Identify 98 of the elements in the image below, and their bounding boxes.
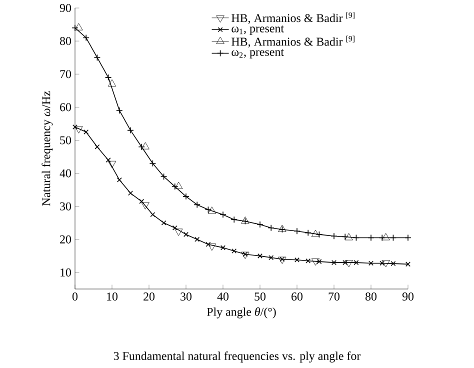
y-tick-label: 70 xyxy=(60,70,72,78)
point xyxy=(342,233,348,240)
y-tick-label: 60 xyxy=(60,103,72,112)
y-tick-label: 30 xyxy=(60,202,72,210)
point xyxy=(268,255,274,260)
point xyxy=(330,232,338,240)
legend-label: ω$_{2}$, present xyxy=(232,49,284,58)
point xyxy=(127,126,134,134)
point xyxy=(72,24,78,32)
x-tick-label: 60 xyxy=(292,292,303,301)
point xyxy=(316,231,323,238)
point xyxy=(342,260,348,266)
point xyxy=(268,224,274,232)
point xyxy=(294,257,300,262)
point xyxy=(161,220,166,226)
legend-label: ω$_{1}$, present xyxy=(232,26,284,35)
point xyxy=(230,216,238,223)
point xyxy=(116,177,122,182)
point xyxy=(232,248,237,254)
point xyxy=(368,234,374,242)
point xyxy=(294,228,300,235)
y-tick-label: 50 xyxy=(60,136,72,144)
point xyxy=(172,183,178,190)
point xyxy=(160,173,168,180)
point xyxy=(74,23,83,30)
point xyxy=(390,234,397,242)
point xyxy=(128,190,134,196)
point xyxy=(208,244,216,251)
point xyxy=(182,193,190,200)
point xyxy=(194,201,200,208)
point xyxy=(382,233,390,240)
point xyxy=(74,126,83,134)
point xyxy=(174,228,183,236)
point xyxy=(141,202,150,210)
y-tick-label: 20 xyxy=(60,235,72,244)
point xyxy=(172,225,178,230)
point xyxy=(344,260,353,268)
point xyxy=(84,129,89,134)
point xyxy=(208,206,216,214)
text: 3 Fundamental natural frequencies vs. ply angle for xyxy=(114,351,361,362)
x-axis-title: Ply angle θ/(°) xyxy=(206,307,276,318)
point xyxy=(220,245,226,250)
point xyxy=(108,79,116,86)
point xyxy=(404,234,412,242)
point xyxy=(256,221,264,228)
x-tick-label: 0 xyxy=(72,292,78,301)
point xyxy=(72,124,78,130)
point xyxy=(390,261,396,266)
point xyxy=(306,258,311,264)
point xyxy=(352,234,360,242)
point xyxy=(204,206,212,214)
point xyxy=(220,211,226,218)
point xyxy=(378,234,386,242)
x-tick-label: 70 xyxy=(328,292,340,301)
point xyxy=(382,260,390,268)
x-tick-label: 40 xyxy=(217,292,229,301)
legend-label: HB, Armanios & Badir $^{[9]}$ xyxy=(232,36,354,48)
point xyxy=(116,107,123,114)
point xyxy=(278,256,286,264)
x-tick-label: 50 xyxy=(254,292,266,301)
point xyxy=(311,230,320,237)
y-tick-label: 80 xyxy=(60,37,72,46)
point xyxy=(139,198,144,204)
point xyxy=(311,258,320,266)
x-tick-label: 90 xyxy=(402,292,414,301)
point xyxy=(174,182,183,189)
point xyxy=(150,212,156,218)
x-tick-label: 30 xyxy=(180,292,192,301)
point xyxy=(94,144,100,150)
y-tick-label: 90 xyxy=(60,4,72,12)
point xyxy=(108,160,116,168)
point xyxy=(331,260,337,266)
x-tick-label: 80 xyxy=(365,292,377,301)
point xyxy=(106,158,111,163)
point xyxy=(405,262,411,267)
x-tick-label: 20 xyxy=(144,292,155,301)
y-tick-label: 40 xyxy=(60,169,72,178)
point xyxy=(280,256,285,262)
point xyxy=(138,143,145,150)
point xyxy=(183,232,189,237)
point xyxy=(194,236,200,242)
point xyxy=(344,233,353,240)
point xyxy=(304,229,312,236)
point xyxy=(94,54,101,61)
point xyxy=(141,142,150,150)
point xyxy=(368,260,374,266)
point xyxy=(242,252,248,257)
x-tick-label: 10 xyxy=(107,292,118,301)
legend-label: HB, Armanios & Badir $^{[9]}$ xyxy=(232,12,354,24)
point xyxy=(149,160,156,167)
point xyxy=(104,74,112,81)
y-axis-title: Natural frequency ω/Hz xyxy=(42,91,53,206)
y-tick-label: 10 xyxy=(60,268,72,276)
point xyxy=(206,242,211,247)
point xyxy=(82,34,90,42)
point xyxy=(241,252,250,259)
point xyxy=(257,253,263,258)
point xyxy=(354,260,359,266)
